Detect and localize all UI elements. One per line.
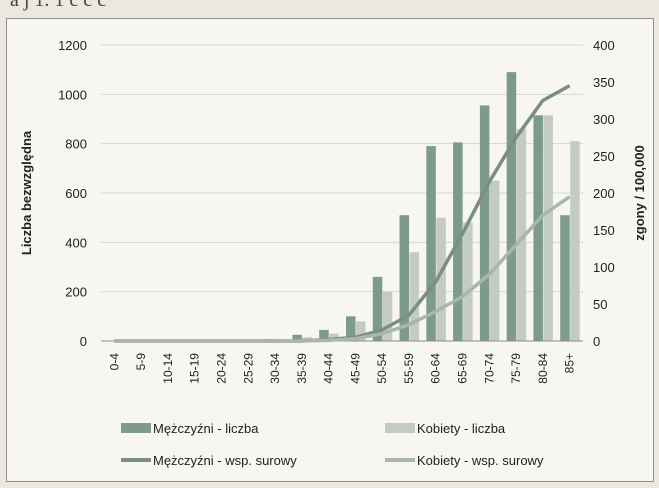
bar-kobiety xyxy=(570,141,580,341)
bar-kobiety xyxy=(543,115,553,341)
x-tick-label: 5-9 xyxy=(134,353,148,371)
x-tick-label: 55-59 xyxy=(402,353,416,384)
legend-swatch xyxy=(385,423,415,433)
x-tick-label: 75-79 xyxy=(509,353,523,384)
y2-tick-label: 200 xyxy=(593,186,615,201)
bar-mezczyzni xyxy=(506,72,517,341)
chart-svg: 0 200 400 600 800 1000 1200 0 50 100 150 200 250 300 3… xyxy=(19,38,647,468)
bar-mezczyzni xyxy=(372,276,383,341)
y-tick-label: 200 xyxy=(65,285,87,300)
y2-tick-label: 400 xyxy=(593,38,615,53)
bar-mezczyzni xyxy=(426,146,436,341)
y-tick-label: 800 xyxy=(65,137,87,152)
bar-kobiety xyxy=(382,291,393,341)
chart-frame: 0 200 400 600 800 1000 1200 0 50 100 150 200 250 300 3… xyxy=(6,18,654,482)
y2-tick-label: 300 xyxy=(593,112,615,127)
y-tick-label: 0 xyxy=(80,334,87,349)
x-tick-label: 20-24 xyxy=(215,353,229,384)
y-axis-title: Liczba bezwzględna xyxy=(19,130,34,255)
y2-tick-label: 250 xyxy=(593,149,615,164)
y2-tick-label: 50 xyxy=(593,297,607,312)
bar-mezczyzni xyxy=(533,115,543,341)
legend-label: Kobiety - liczba xyxy=(417,421,506,436)
x-tick-label: 35-39 xyxy=(295,353,309,384)
y2-tick-label: 150 xyxy=(593,223,615,238)
x-tick-label: 15-19 xyxy=(188,353,202,384)
y-tick-label: 600 xyxy=(65,186,87,201)
bar-kobiety xyxy=(436,217,446,341)
legend-label: Mężczyźni - wsp. surowy xyxy=(153,453,297,468)
y2-tick-label: 0 xyxy=(593,334,600,349)
legend-swatch xyxy=(121,423,151,433)
legend-label: Kobiety - wsp. surowy xyxy=(417,453,544,468)
x-tick-label: 85+ xyxy=(563,353,577,373)
bar-mezczyzni xyxy=(560,215,570,341)
y-tick-label: 1000 xyxy=(58,87,87,102)
bar-mezczyzni xyxy=(399,215,410,341)
x-tick-label: 30-34 xyxy=(268,353,282,384)
y-tick-label: 1200 xyxy=(58,38,87,53)
bar-mezczyzni xyxy=(292,334,302,341)
bar-mezczyzni xyxy=(479,105,490,341)
x-tick-label: 60-64 xyxy=(429,353,443,384)
bar-kobiety xyxy=(409,252,420,341)
x-tick-label: 10-14 xyxy=(161,353,175,384)
bar-kobiety xyxy=(489,180,500,341)
caption-fragment: a j 1. 1 c c c xyxy=(10,0,107,11)
y2-tick-label: 350 xyxy=(593,75,615,90)
bar-mezczyzni xyxy=(319,329,329,341)
x-tick-label: 0-4 xyxy=(107,353,121,371)
bar-kobiety xyxy=(463,222,473,341)
bar-kobiety xyxy=(356,321,366,341)
bar-kobiety xyxy=(329,333,339,341)
x-tick-label: 80-84 xyxy=(536,353,550,384)
y2-axis-title: zgony / 100,000 xyxy=(632,145,647,240)
x-tick-label: 65-69 xyxy=(456,353,470,384)
bar-kobiety xyxy=(516,128,527,341)
x-tick-label: 45-49 xyxy=(348,353,362,384)
y2-tick-label: 100 xyxy=(593,260,615,275)
bar-mezczyzni xyxy=(346,316,356,341)
line-kobiety xyxy=(114,195,571,343)
x-tick-label: 70-74 xyxy=(482,353,496,384)
x-tick-label: 50-54 xyxy=(375,353,389,384)
legend-label: Mężczyźni - liczba xyxy=(153,421,259,436)
y-tick-label: 400 xyxy=(65,235,87,250)
x-tick-label: 40-44 xyxy=(322,353,336,384)
x-tick-label: 25-29 xyxy=(241,353,255,384)
line-mezczyzni xyxy=(114,84,571,343)
